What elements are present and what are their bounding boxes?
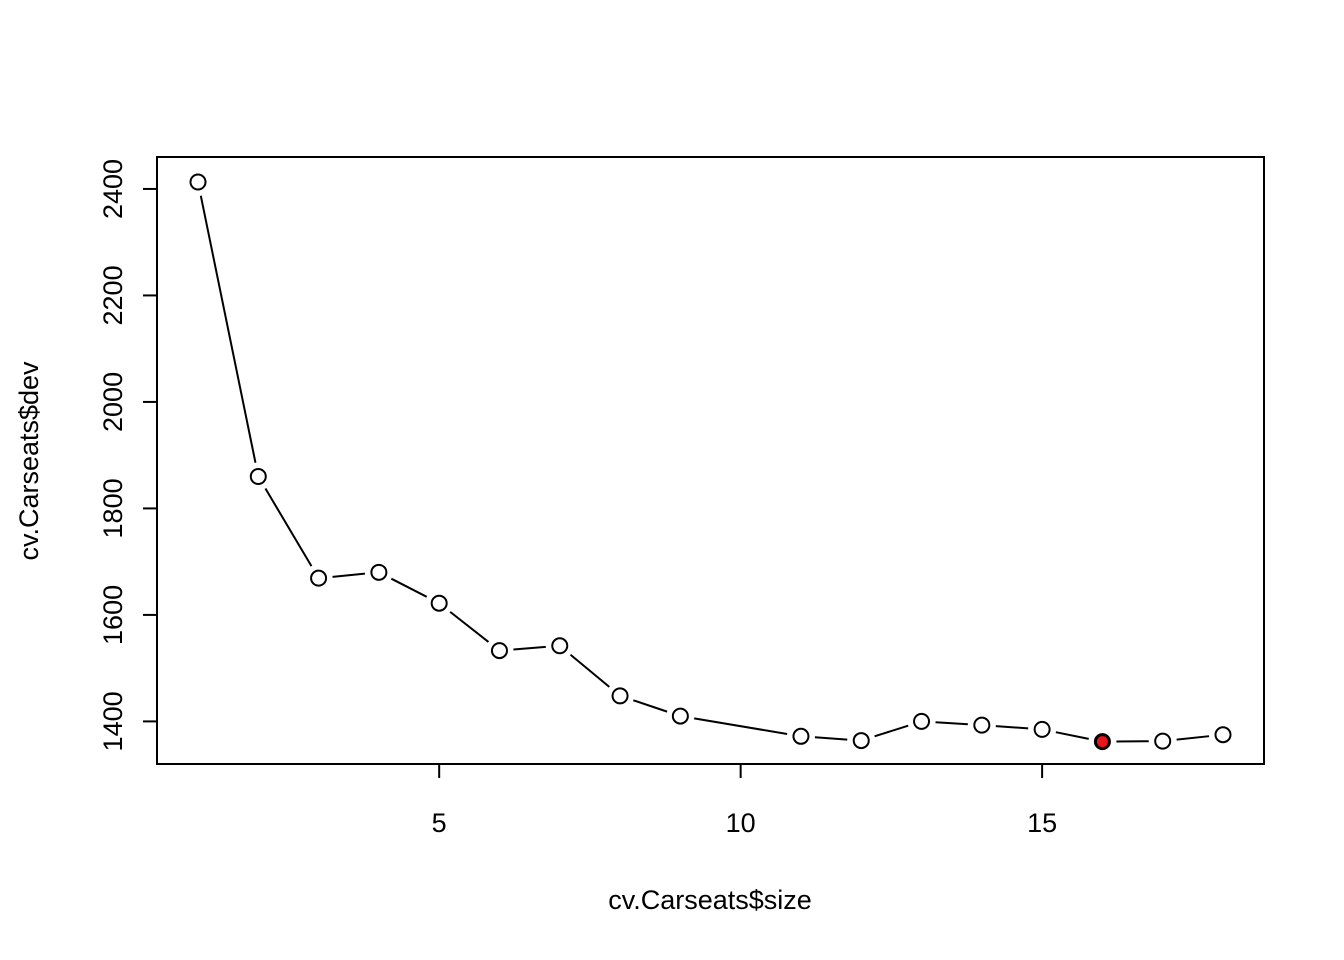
data-points — [189, 173, 1232, 751]
y-tick-label: 1400 — [98, 691, 128, 751]
highlight-point — [1094, 734, 1110, 750]
y-tick-label: 2000 — [98, 372, 128, 432]
series-segment — [332, 572, 366, 578]
y-tick-label: 2400 — [98, 159, 128, 219]
series-segment — [390, 577, 428, 598]
data-point — [1214, 726, 1232, 744]
data-point — [671, 707, 689, 725]
y-tick-label: 1800 — [98, 478, 128, 538]
series-segment — [935, 721, 968, 726]
series-segment — [1176, 735, 1210, 741]
x-tick-label: 5 — [432, 808, 447, 838]
series-segment — [569, 653, 610, 688]
series-segment — [264, 488, 313, 567]
x-tick-label: 10 — [726, 808, 756, 838]
y-tick-label: 1600 — [98, 585, 128, 645]
series-segment — [199, 195, 257, 463]
data-point — [490, 642, 508, 660]
data-point — [852, 732, 870, 750]
y-axis-title: cv.Carseats$dev — [14, 361, 44, 561]
data-point — [1033, 720, 1051, 738]
series-segment — [995, 725, 1029, 730]
data-point — [310, 569, 328, 587]
series-segment — [814, 736, 848, 741]
data-point — [551, 637, 569, 655]
data-point — [189, 173, 207, 191]
series-segment — [449, 611, 490, 643]
series-line — [199, 195, 1210, 743]
data-point — [1154, 732, 1172, 750]
x-axis-title: cv.Carseats$size — [608, 885, 812, 915]
series-segment — [633, 699, 668, 713]
plot-frame — [156, 156, 1265, 765]
data-point — [611, 687, 629, 705]
x-tick-label: 15 — [1027, 808, 1057, 838]
data-point — [792, 727, 810, 745]
series-segment — [874, 724, 909, 738]
data-point — [430, 594, 448, 612]
data-point — [913, 712, 931, 730]
y-axis: 1400 1600 1800 2000 2200 2400 — [98, 159, 158, 751]
data-point — [973, 716, 991, 734]
series-segment — [1055, 731, 1089, 740]
data-point — [370, 563, 388, 581]
data-point — [249, 467, 267, 485]
series-segment — [693, 717, 788, 735]
series-segment — [513, 645, 546, 651]
y-tick-label: 2200 — [98, 265, 128, 325]
x-axis: 5 10 15 — [432, 763, 1057, 838]
